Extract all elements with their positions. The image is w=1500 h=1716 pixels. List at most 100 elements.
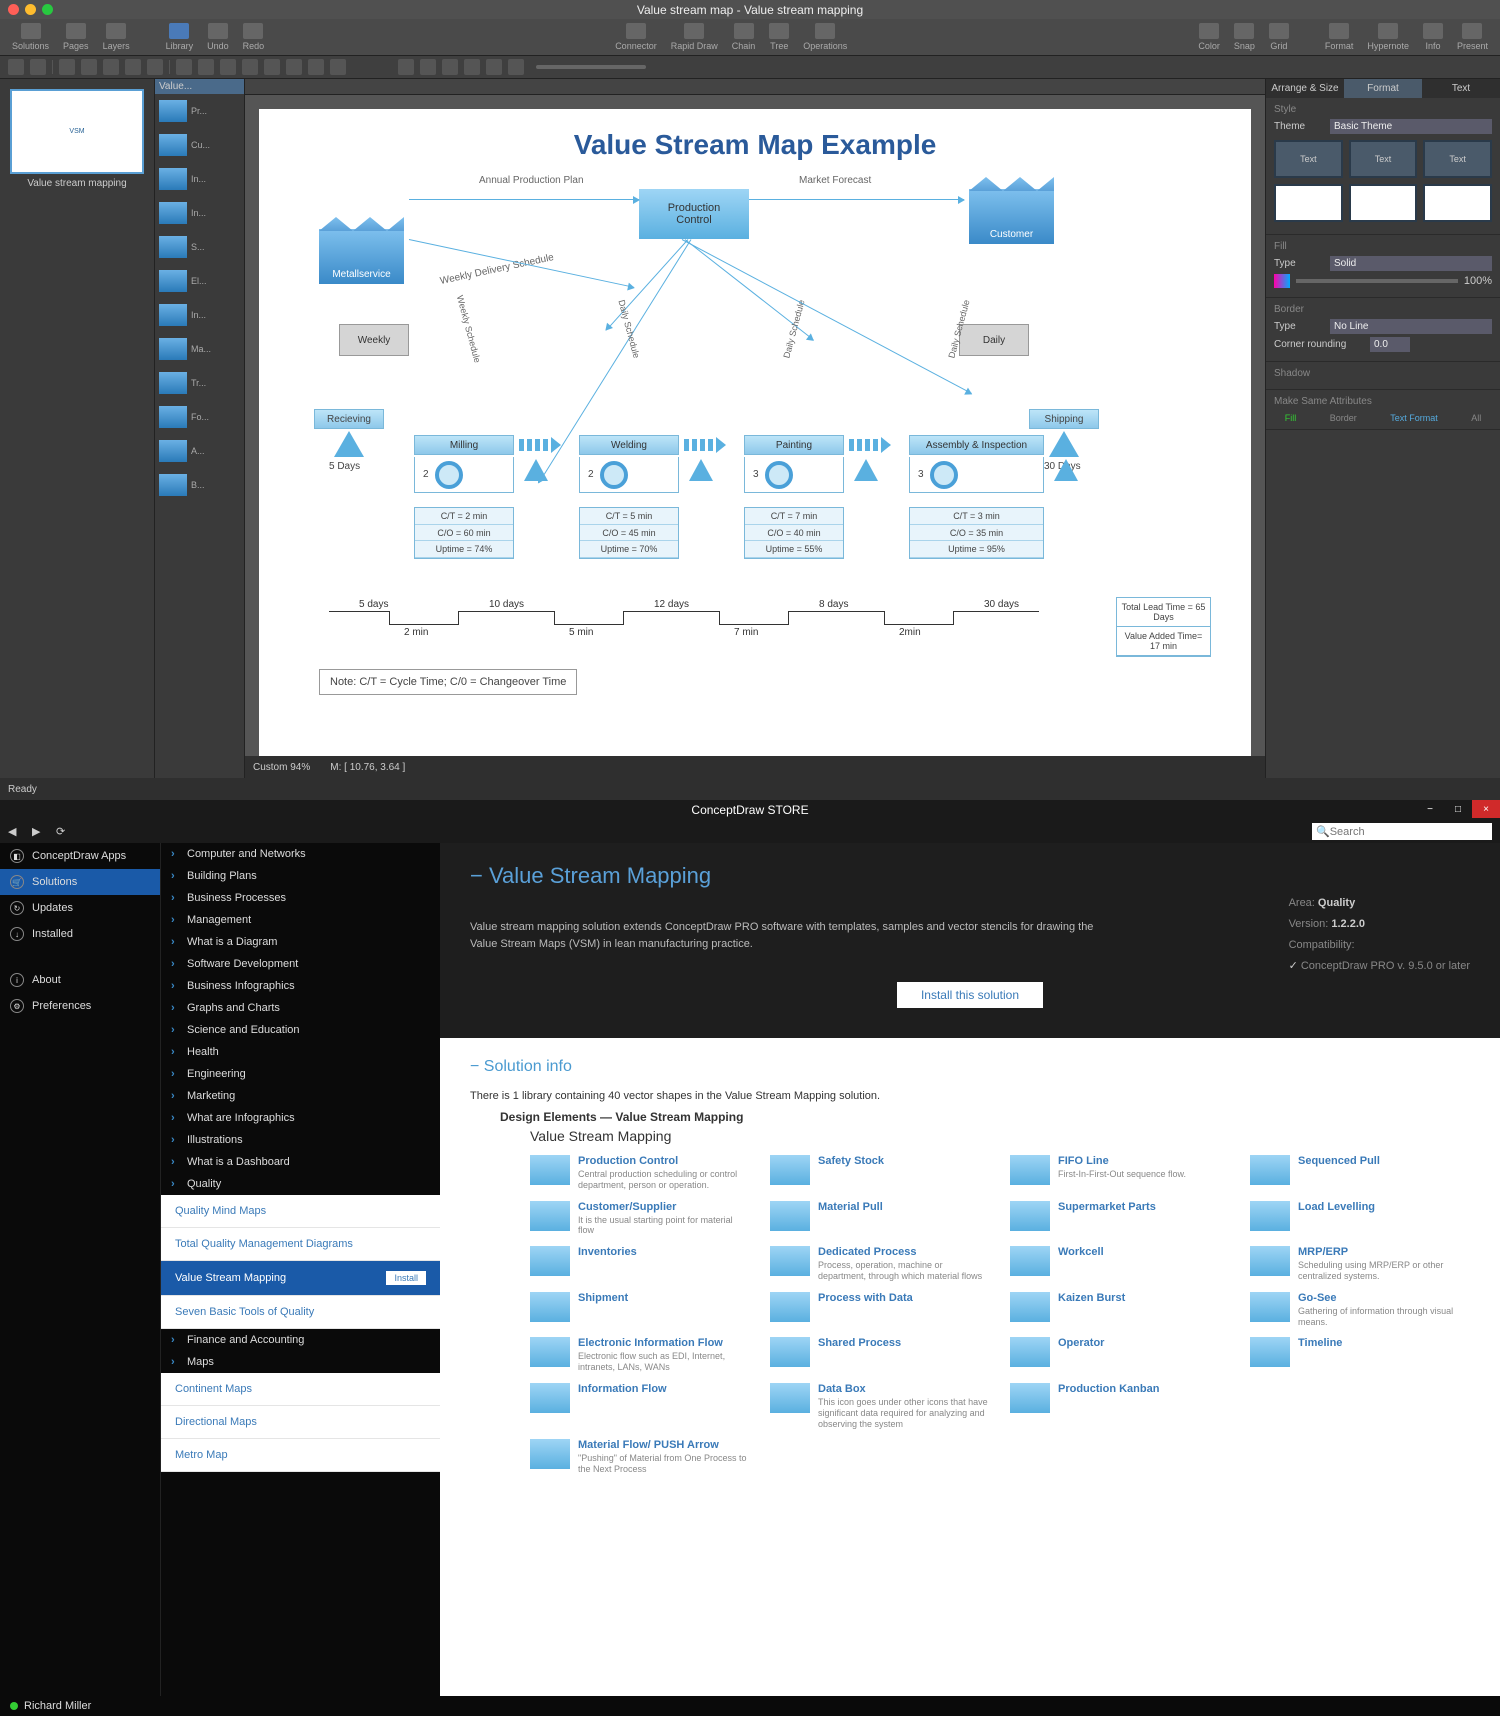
pointer-icon[interactable] (8, 59, 24, 75)
production-control-node[interactable]: ProductionControl (639, 189, 749, 239)
process-node[interactable]: Assembly & Inspection (909, 435, 1044, 455)
attr-border[interactable]: Border (1330, 413, 1357, 423)
process-node[interactable]: Painting (744, 435, 844, 455)
zoom-slider[interactable] (536, 65, 646, 69)
tree-item[interactable]: Finance and Accounting (161, 1329, 440, 1351)
text-icon[interactable] (30, 59, 46, 75)
smart-icon[interactable] (286, 59, 302, 75)
stencil-item[interactable]: Ma... (155, 332, 244, 366)
rapid-draw-button[interactable]: Rapid Draw (665, 21, 724, 53)
nav-prefs[interactable]: ⚙Preferences (0, 993, 160, 1019)
style-swatch[interactable]: Text (1423, 140, 1492, 178)
solutions-button[interactable]: Solutions (6, 21, 55, 53)
refresh-icon[interactable]: ⟳ (56, 825, 70, 839)
theme-select[interactable]: Basic Theme (1330, 119, 1492, 134)
tool2-icon[interactable] (508, 59, 524, 75)
style-swatch[interactable] (1349, 184, 1418, 222)
style-swatch[interactable]: Text (1349, 140, 1418, 178)
bezier-icon[interactable] (242, 59, 258, 75)
search-box[interactable]: 🔍 (1312, 823, 1492, 840)
style-swatch[interactable]: Text (1274, 140, 1343, 178)
stencil-item[interactable]: S... (155, 230, 244, 264)
connector-icon[interactable] (264, 59, 280, 75)
tree-item[interactable]: Science and Education (161, 1019, 440, 1041)
tree-item[interactable]: Maps (161, 1351, 440, 1373)
snap-button[interactable]: Snap (1228, 21, 1261, 53)
color-button[interactable]: Color (1192, 21, 1226, 53)
tree-item[interactable]: Building Plans (161, 865, 440, 887)
tree-item[interactable]: Engineering (161, 1063, 440, 1085)
supplier-node[interactable]: Metallservice (319, 229, 404, 284)
info-button[interactable]: Info (1417, 21, 1449, 53)
rect-icon[interactable] (59, 59, 75, 75)
stencil-item[interactable]: In... (155, 298, 244, 332)
stencil-item[interactable]: El... (155, 264, 244, 298)
corner-input[interactable]: 0.0 (1370, 337, 1410, 352)
format-tab[interactable]: Format (1344, 79, 1422, 98)
measure-icon[interactable] (330, 59, 346, 75)
line-icon[interactable] (176, 59, 192, 75)
close-icon[interactable]: × (1472, 800, 1500, 818)
border-type-select[interactable]: No Line (1330, 319, 1492, 334)
fill-type-select[interactable]: Solid (1330, 256, 1492, 271)
tree-item[interactable]: What is a Dashboard (161, 1151, 440, 1173)
stencil-item[interactable]: In... (155, 196, 244, 230)
pan-icon[interactable] (420, 59, 436, 75)
chain-button[interactable]: Chain (726, 21, 762, 53)
nav-installed[interactable]: ↓Installed (0, 921, 160, 947)
tree-item[interactable]: Quality (161, 1173, 440, 1195)
tree-sub[interactable]: Total Quality Management Diagrams (161, 1228, 440, 1261)
nav-apps[interactable]: ◧ConceptDraw Apps (0, 843, 160, 869)
shipping-node[interactable]: Shipping (1029, 409, 1099, 429)
tree-item[interactable]: Marketing (161, 1085, 440, 1107)
stamp-icon[interactable] (308, 59, 324, 75)
stencil-item[interactable]: Pr... (155, 94, 244, 128)
eyedrop-icon[interactable] (464, 59, 480, 75)
tree-sub[interactable]: Seven Basic Tools of Quality (161, 1296, 440, 1329)
stencil-item[interactable]: Fo... (155, 400, 244, 434)
tool-icon[interactable] (486, 59, 502, 75)
zoom-level[interactable]: Custom 94% (253, 762, 310, 773)
attr-all[interactable]: All (1471, 413, 1481, 423)
layers-button[interactable]: Layers (97, 21, 136, 53)
stencil-item[interactable]: Tr... (155, 366, 244, 400)
grid-button[interactable]: Grid (1263, 21, 1295, 53)
tree-item[interactable]: Metro Map (161, 1439, 440, 1472)
tree-button[interactable]: Tree (763, 21, 795, 53)
tree-sub-active[interactable]: Value Stream MappingInstall (161, 1261, 440, 1296)
arrange-tab[interactable]: Arrange & Size (1266, 79, 1344, 98)
tree-item[interactable]: What is a Diagram (161, 931, 440, 953)
arc-icon[interactable] (198, 59, 214, 75)
operations-button[interactable]: Operations (797, 21, 853, 53)
tree-item[interactable]: Health (161, 1041, 440, 1063)
tree-item[interactable]: Business Infographics (161, 975, 440, 997)
tree-item[interactable]: Business Processes (161, 887, 440, 909)
customer-node[interactable]: Customer (969, 189, 1054, 244)
nav-updates[interactable]: ↻Updates (0, 895, 160, 921)
minimize-icon[interactable]: − (1416, 800, 1444, 818)
attr-text[interactable]: Text Format (1390, 413, 1438, 423)
stencil-header[interactable]: Value... (155, 79, 244, 94)
canvas[interactable]: Value Stream Map Example Metallservice P… (259, 109, 1251, 778)
text-tab[interactable]: Text (1422, 79, 1500, 98)
format-button[interactable]: Format (1319, 21, 1360, 53)
tree-item[interactable]: Directional Maps (161, 1406, 440, 1439)
connector-button[interactable]: Connector (609, 21, 663, 53)
tree-item[interactable]: Computer and Networks (161, 843, 440, 865)
tree-item[interactable]: Illustrations (161, 1129, 440, 1151)
nav-solutions[interactable]: 🛒Solutions (0, 869, 160, 895)
image-icon[interactable] (147, 59, 163, 75)
spline-icon[interactable] (220, 59, 236, 75)
library-button[interactable]: Library (160, 21, 200, 53)
style-swatch[interactable] (1274, 184, 1343, 222)
undo-button[interactable]: Undo (201, 21, 235, 53)
stencil-item[interactable]: Cu... (155, 128, 244, 162)
process-node[interactable]: Milling (414, 435, 514, 455)
color-picker-icon[interactable] (1274, 274, 1290, 288)
truck-weekly[interactable]: Weekly (339, 324, 409, 356)
fit-icon[interactable] (442, 59, 458, 75)
maximize-icon[interactable]: □ (1444, 800, 1472, 818)
stencil-item[interactable]: B... (155, 468, 244, 502)
nav-about[interactable]: iAbout (0, 967, 160, 993)
tree-item[interactable]: What are Infographics (161, 1107, 440, 1129)
